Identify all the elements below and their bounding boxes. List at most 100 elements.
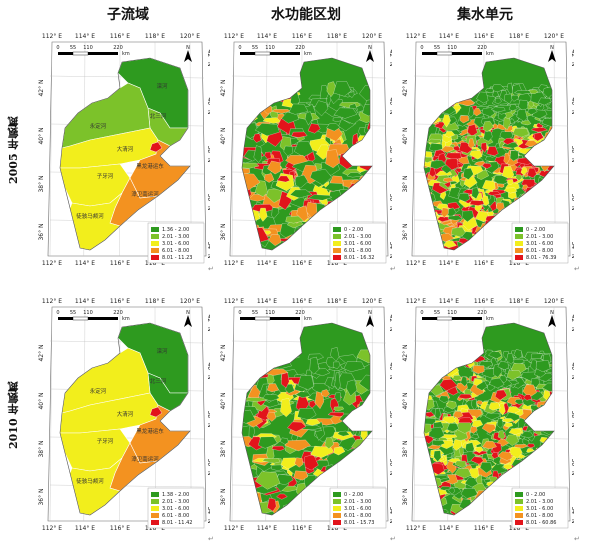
subbasin-label: 大清河 <box>117 145 134 153</box>
zone-patch <box>540 451 547 459</box>
hotspot-area <box>149 406 163 418</box>
zone-patch <box>281 372 290 389</box>
zone-patch <box>532 208 549 217</box>
zone-patch <box>344 464 355 473</box>
zone-patch <box>302 505 309 510</box>
zone-patch <box>501 506 510 515</box>
scale-tick-label: 55 <box>70 310 76 316</box>
bottom-axis-label: 114° E <box>257 260 277 267</box>
map-svg: 112° E 114° E 116° E 118° E 120° E 112° E 114°… <box>220 298 392 532</box>
right-axis-label: 42° N <box>206 314 210 331</box>
zone-patch <box>545 411 552 423</box>
legend-swatch <box>333 241 341 246</box>
zone-patch <box>531 417 547 430</box>
zone-patch <box>450 85 467 97</box>
zone-patch <box>245 357 255 373</box>
bottom-axis-label: 116° E <box>110 260 130 267</box>
north-arrow-shape <box>366 315 374 327</box>
scale-tick-label: 220 <box>295 45 305 51</box>
zone-patch <box>493 215 507 222</box>
zone-patch <box>442 91 452 101</box>
zone-patch <box>506 396 523 406</box>
top-axis-label: 118° E <box>145 33 165 40</box>
bottom-axis-label: 116° E <box>474 525 494 532</box>
zone-patch <box>452 361 460 368</box>
zone-patch <box>528 482 540 489</box>
zone-patch <box>469 200 485 206</box>
zone-patch <box>460 488 479 499</box>
zone-patch <box>471 236 480 244</box>
zone-patch <box>347 470 360 484</box>
right-axis-label: 36° N <box>388 193 392 210</box>
zone-patch <box>271 109 291 114</box>
zone-patch <box>499 218 507 228</box>
zone-patch <box>432 242 445 249</box>
zone-patch <box>541 417 551 425</box>
left-axis-label: 42° N <box>402 344 409 361</box>
right-axis-label: 42° N <box>570 314 574 331</box>
zone-patch <box>242 409 256 424</box>
zone-patch <box>357 421 368 430</box>
zone-patch <box>517 471 525 478</box>
map-svg: 112° E 114° E 116° E 118° E 120° E 112° E 114°… <box>38 33 210 267</box>
left-axis-label: 42° N <box>402 79 409 96</box>
zone-patch <box>457 88 467 93</box>
zone-patch <box>546 469 554 481</box>
zone-patch <box>242 162 260 169</box>
zone-patch <box>490 234 506 244</box>
scale-segment <box>422 52 437 55</box>
zone-patch <box>326 81 337 97</box>
zone-patch <box>511 94 519 102</box>
right-axis-label: 34° N <box>388 241 392 258</box>
zone-patch <box>483 130 493 142</box>
north-arrow-icon: N <box>366 310 374 327</box>
zone-patch <box>341 471 350 480</box>
zone-patch <box>471 187 480 199</box>
right-axis-label: 40° N <box>206 97 210 114</box>
zone-patch <box>542 417 552 428</box>
zone-patch <box>530 416 548 423</box>
zone-patch <box>489 503 497 509</box>
zone-patch <box>428 93 441 104</box>
zone-patch <box>433 233 441 243</box>
zone-patch <box>285 155 308 165</box>
north-arrow-shape <box>184 50 192 62</box>
legend-label: 6.01 - 8.00 <box>162 248 189 254</box>
zone-patch <box>539 202 550 214</box>
zone-patch <box>482 503 489 508</box>
legend: 0 - 2.002.01 - 3.003.01 - 6.006.01 - 8.0… <box>511 222 569 264</box>
zone-patch <box>321 389 330 398</box>
zone-patch <box>307 223 324 234</box>
top-axis-label: 114° E <box>257 298 277 305</box>
top-axis-label: 118° E <box>509 298 529 305</box>
legend: 1.38 - 2.002.01 - 3.003.01 - 6.006.01 - … <box>147 487 205 529</box>
zone-patch <box>545 418 554 432</box>
zone-patch <box>471 158 484 163</box>
scale-segment <box>270 52 300 55</box>
legend-swatch <box>151 499 159 504</box>
scale-tick-label: 110 <box>447 310 457 316</box>
map-svg: 112° E 114° E 116° E 118° E 120° E 112° E 114°… <box>38 298 210 532</box>
right-axis-label: 42° N <box>388 314 392 331</box>
right-axis-label: 36° N <box>388 458 392 475</box>
zone-patch <box>533 182 543 193</box>
zone-patch <box>480 501 497 513</box>
zone-patch <box>288 505 299 515</box>
legend-swatch <box>515 492 523 497</box>
zone-patch <box>464 505 475 515</box>
map-svg: 112° E 114° E 116° E 118° E 120° E 112° E 114°… <box>402 33 574 267</box>
zone-patch <box>493 226 501 233</box>
north-arrow-icon: N <box>548 45 556 62</box>
zone-patch <box>445 400 457 410</box>
zone-patch <box>442 114 451 128</box>
north-label: N <box>368 310 372 316</box>
zone-patch <box>511 207 520 216</box>
zone-patch <box>424 222 439 233</box>
zone-patch <box>466 508 483 515</box>
left-axis-label: 42° N <box>220 79 227 96</box>
zone-patch <box>359 463 372 480</box>
zone-patch <box>536 202 550 215</box>
zone-patch <box>492 233 510 239</box>
subbasin-label: 徒骇马颊河 <box>76 477 104 485</box>
